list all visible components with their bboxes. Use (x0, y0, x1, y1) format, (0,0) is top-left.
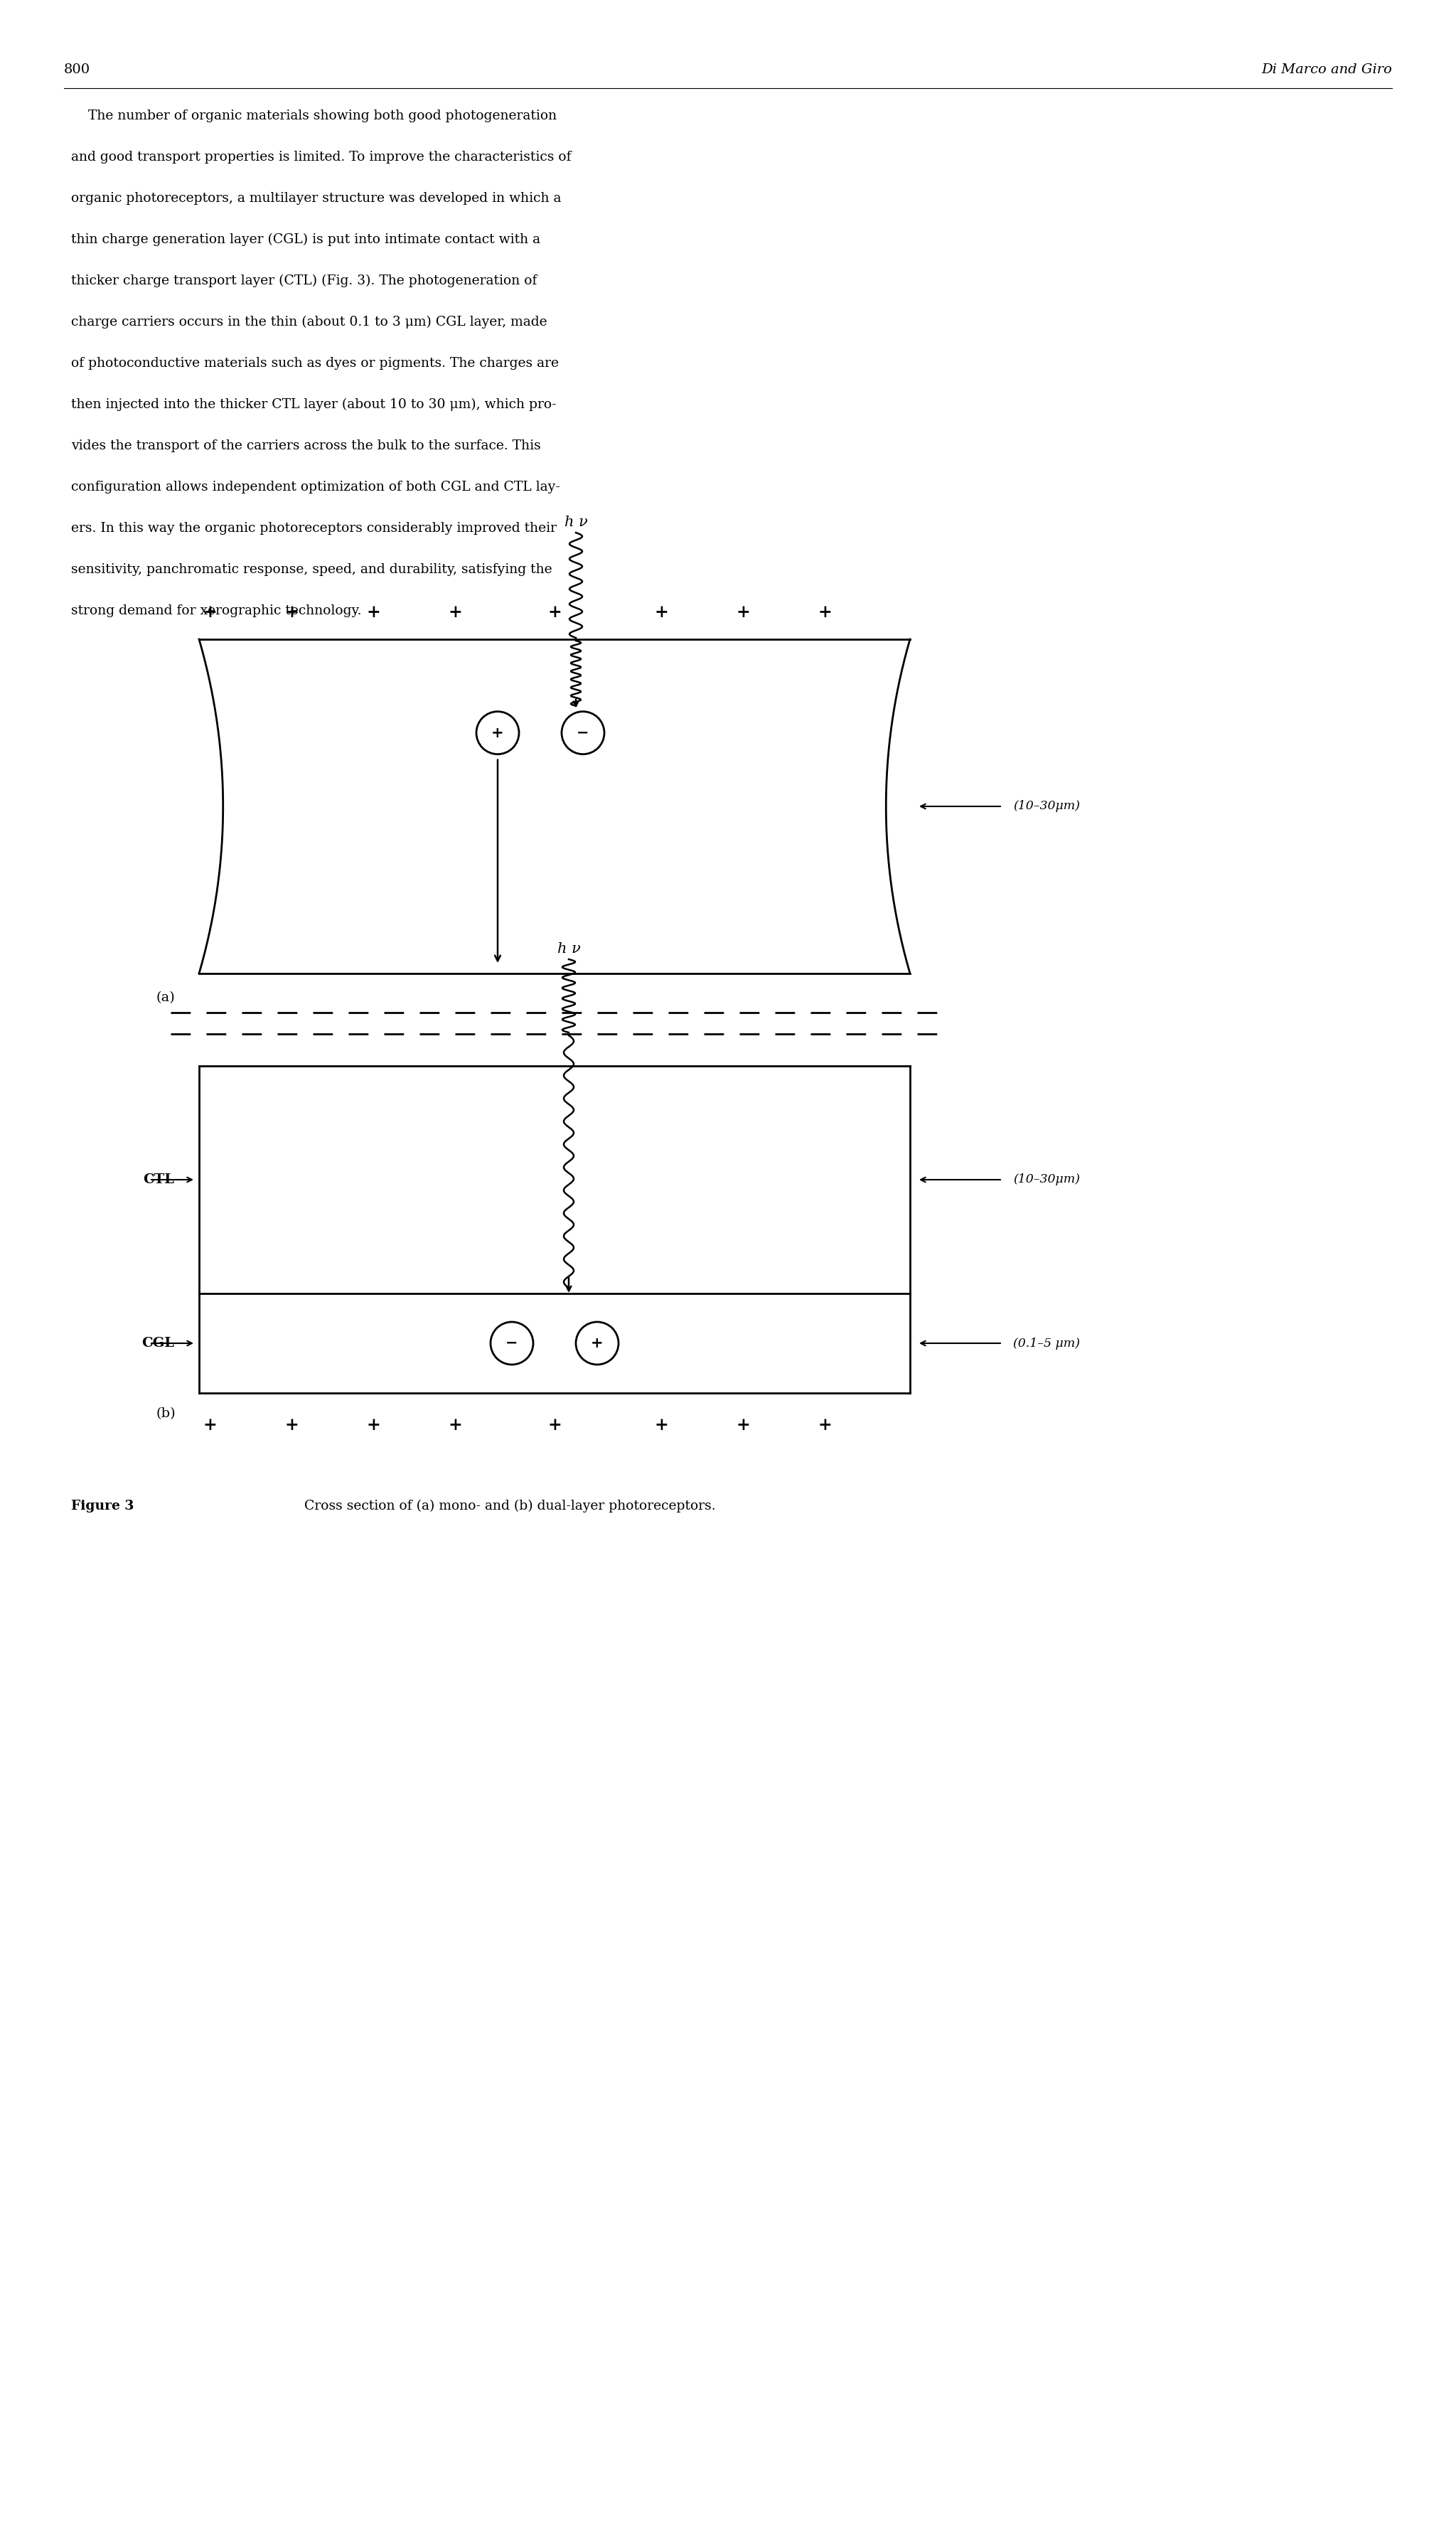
Text: +: + (448, 603, 462, 621)
Text: vides the transport of the carriers across the bulk to the surface. This: vides the transport of the carriers acro… (71, 440, 540, 453)
Text: (b): (b) (156, 1407, 176, 1420)
Text: +: + (547, 1418, 562, 1433)
Text: then injected into the thicker CTL layer (about 10 to 30 μm), which pro-: then injected into the thicker CTL layer… (71, 397, 556, 412)
Text: 800: 800 (64, 64, 90, 76)
Text: organic photoreceptors, a multilayer structure was developed in which a: organic photoreceptors, a multilayer str… (71, 191, 561, 204)
Text: +: + (547, 603, 562, 621)
Text: +: + (202, 603, 217, 621)
Text: (a): (a) (156, 990, 175, 1005)
Text: +: + (818, 603, 831, 621)
Text: (10–30μm): (10–30μm) (1013, 1173, 1080, 1186)
Text: Cross section of (a) mono- and (b) dual-layer photoreceptors.: Cross section of (a) mono- and (b) dual-… (291, 1499, 716, 1512)
Text: +: + (448, 1418, 462, 1433)
Text: thin charge generation layer (CGL) is put into intimate contact with a: thin charge generation layer (CGL) is pu… (71, 234, 540, 247)
Text: (10–30μm): (10–30μm) (1013, 799, 1080, 812)
Text: +: + (654, 603, 668, 621)
Text: +: + (202, 1418, 217, 1433)
Text: charge carriers occurs in the thin (about 0.1 to 3 μm) CGL layer, made: charge carriers occurs in the thin (abou… (71, 316, 547, 328)
Text: +: + (367, 1418, 380, 1433)
Text: +: + (367, 603, 380, 621)
Text: configuration allows independent optimization of both CGL and CTL lay-: configuration allows independent optimiz… (71, 481, 561, 494)
Text: +: + (735, 603, 750, 621)
Text: and good transport properties is limited. To improve the characteristics of: and good transport properties is limited… (71, 150, 571, 163)
Text: +: + (591, 1336, 603, 1351)
Text: strong demand for xerographic technology.: strong demand for xerographic technology… (71, 603, 361, 618)
Text: of photoconductive materials such as dyes or pigments. The charges are: of photoconductive materials such as dye… (71, 356, 559, 369)
Text: +: + (491, 725, 504, 741)
Text: +: + (654, 1418, 668, 1433)
Text: +: + (284, 603, 298, 621)
Text: thicker charge transport layer (CTL) (Fig. 3). The photogeneration of: thicker charge transport layer (CTL) (Fi… (71, 275, 537, 288)
Text: CGL: CGL (141, 1336, 175, 1349)
Text: (0.1–5 μm): (0.1–5 μm) (1013, 1336, 1080, 1349)
Text: +: + (735, 1418, 750, 1433)
Text: +: + (284, 1418, 298, 1433)
Text: +: + (818, 1418, 831, 1433)
Text: ers. In this way the organic photoreceptors considerably improved their: ers. In this way the organic photorecept… (71, 522, 556, 534)
Text: Figure 3: Figure 3 (71, 1499, 134, 1512)
Text: −: − (577, 725, 590, 741)
Text: −: − (505, 1336, 518, 1351)
Text: h ν: h ν (563, 517, 588, 529)
Text: CTL: CTL (143, 1173, 175, 1186)
Text: The number of organic materials showing both good photogeneration: The number of organic materials showing … (71, 109, 556, 122)
Text: Di Marco and Giro: Di Marco and Giro (1261, 64, 1392, 76)
Text: h ν: h ν (558, 942, 581, 957)
Text: sensitivity, panchromatic response, speed, and durability, satisfying the: sensitivity, panchromatic response, spee… (71, 562, 552, 575)
